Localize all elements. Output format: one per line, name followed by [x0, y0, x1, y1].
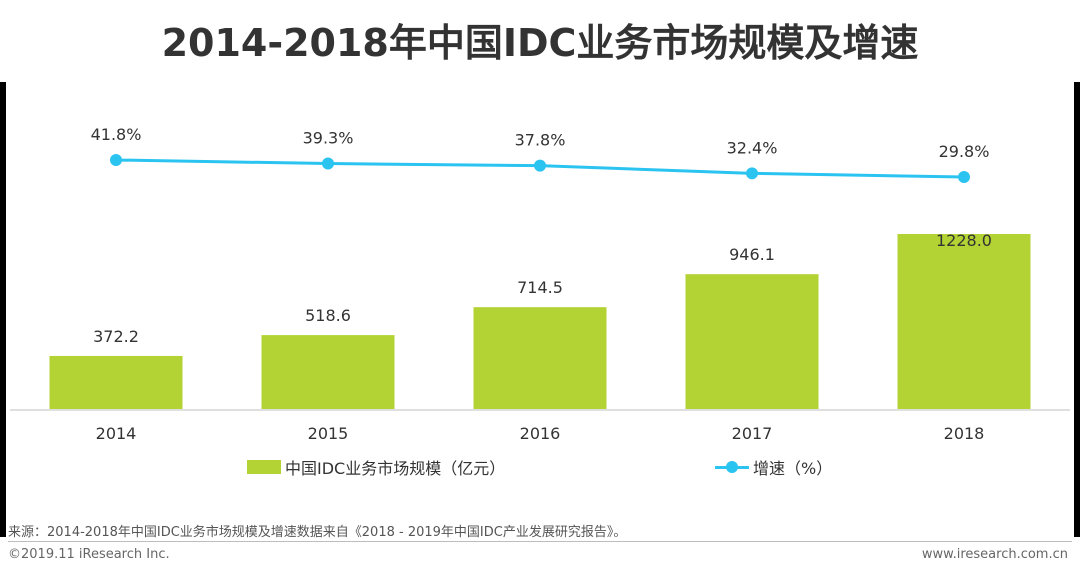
growth-point-2017	[746, 167, 758, 180]
growth-label-2018: 29.8%	[939, 142, 990, 161]
bar-value-label-2016: 714.5	[517, 278, 563, 297]
legend-bar-swatch	[247, 460, 281, 474]
website-link[interactable]: www.iresearch.com.cn	[921, 547, 1068, 562]
x-tick-label-2018: 2018	[944, 424, 985, 443]
legend-item-bar: 中国IDC业务市场规模（亿元）	[247, 457, 506, 478]
bar-value-label-2018: 1228.0	[936, 231, 992, 250]
growth-point-2018	[958, 171, 970, 183]
copyright-text: ©2019.11 iResearch Inc.	[8, 547, 170, 562]
growth-label-2014: 41.8%	[91, 125, 142, 144]
bar-value-label-2014: 372.2	[93, 327, 139, 346]
bar-2017	[685, 274, 819, 409]
left-edge-bar	[0, 82, 6, 537]
bar-2014	[49, 355, 183, 409]
source-note: 来源：2014-2018年中国IDC业务市场规模及增速数据来自《2018 - 2…	[8, 525, 627, 540]
growth-label-2017: 32.4%	[727, 138, 778, 157]
bar-2016	[473, 307, 607, 409]
right-edge-bar	[1074, 82, 1080, 537]
growth-label-2016: 37.8%	[515, 131, 566, 150]
growth-point-2014	[110, 154, 122, 166]
legend-item-line: 增速（%）	[715, 457, 833, 478]
bar-value-label-2015: 518.6	[305, 306, 351, 325]
x-tick-label-2017: 2017	[732, 424, 773, 443]
growth-point-2016	[534, 159, 546, 172]
x-tick-label-2016: 2016	[520, 424, 561, 443]
bar-2015	[261, 335, 395, 409]
legend-bar-label: 中国IDC业务市场规模（亿元）	[285, 459, 506, 478]
growth-label-2015: 39.3%	[303, 129, 354, 148]
footer-divider	[8, 541, 1072, 542]
growth-point-2015	[322, 157, 334, 170]
legend-line-swatch	[715, 460, 749, 474]
chart-title: 2014-2018年中国IDC业务市场规模及增速	[161, 21, 919, 65]
legend-line-label: 增速（%）	[753, 459, 833, 478]
x-tick-label-2014: 2014	[96, 424, 137, 443]
bar-value-label-2017: 946.1	[729, 245, 775, 264]
x-tick-label-2015: 2015	[308, 424, 349, 443]
bar-2018	[897, 234, 1031, 409]
